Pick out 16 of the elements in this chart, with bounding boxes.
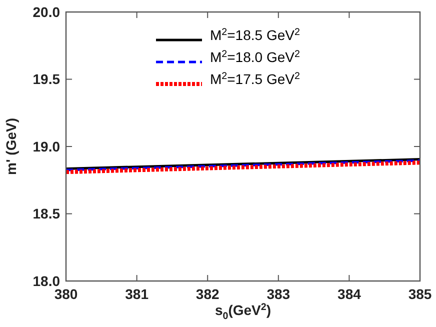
y-tick-label: 19.0 bbox=[32, 138, 60, 154]
y-tick-label: 18.5 bbox=[32, 206, 60, 222]
x-tick-label: 382 bbox=[196, 286, 220, 302]
legend-label: M$^{2}$=18.5 GeV$^{2}$ bbox=[210, 27, 300, 43]
x-tick-label: 385 bbox=[408, 286, 432, 302]
x-tick-label: 384 bbox=[338, 286, 362, 302]
x-tick-label: 380 bbox=[54, 286, 78, 302]
y-axis-title: m' (GeV) bbox=[3, 118, 19, 176]
x-tick-label: 383 bbox=[266, 286, 290, 302]
x-tick-label: 381 bbox=[125, 286, 149, 302]
legend-label: M$^{2}$=17.5 GeV$^{2}$ bbox=[210, 71, 300, 87]
x-axis-title: s$_{0}$(GeV$^{2}$) bbox=[214, 302, 272, 322]
y-tick-label: 20.0 bbox=[32, 4, 60, 20]
y-tick-label: 19.5 bbox=[32, 71, 60, 88]
y-tick-label: 18.0 bbox=[32, 272, 60, 289]
legend-label: M$^{2}$=18.0 GeV$^{2}$ bbox=[210, 49, 300, 65]
